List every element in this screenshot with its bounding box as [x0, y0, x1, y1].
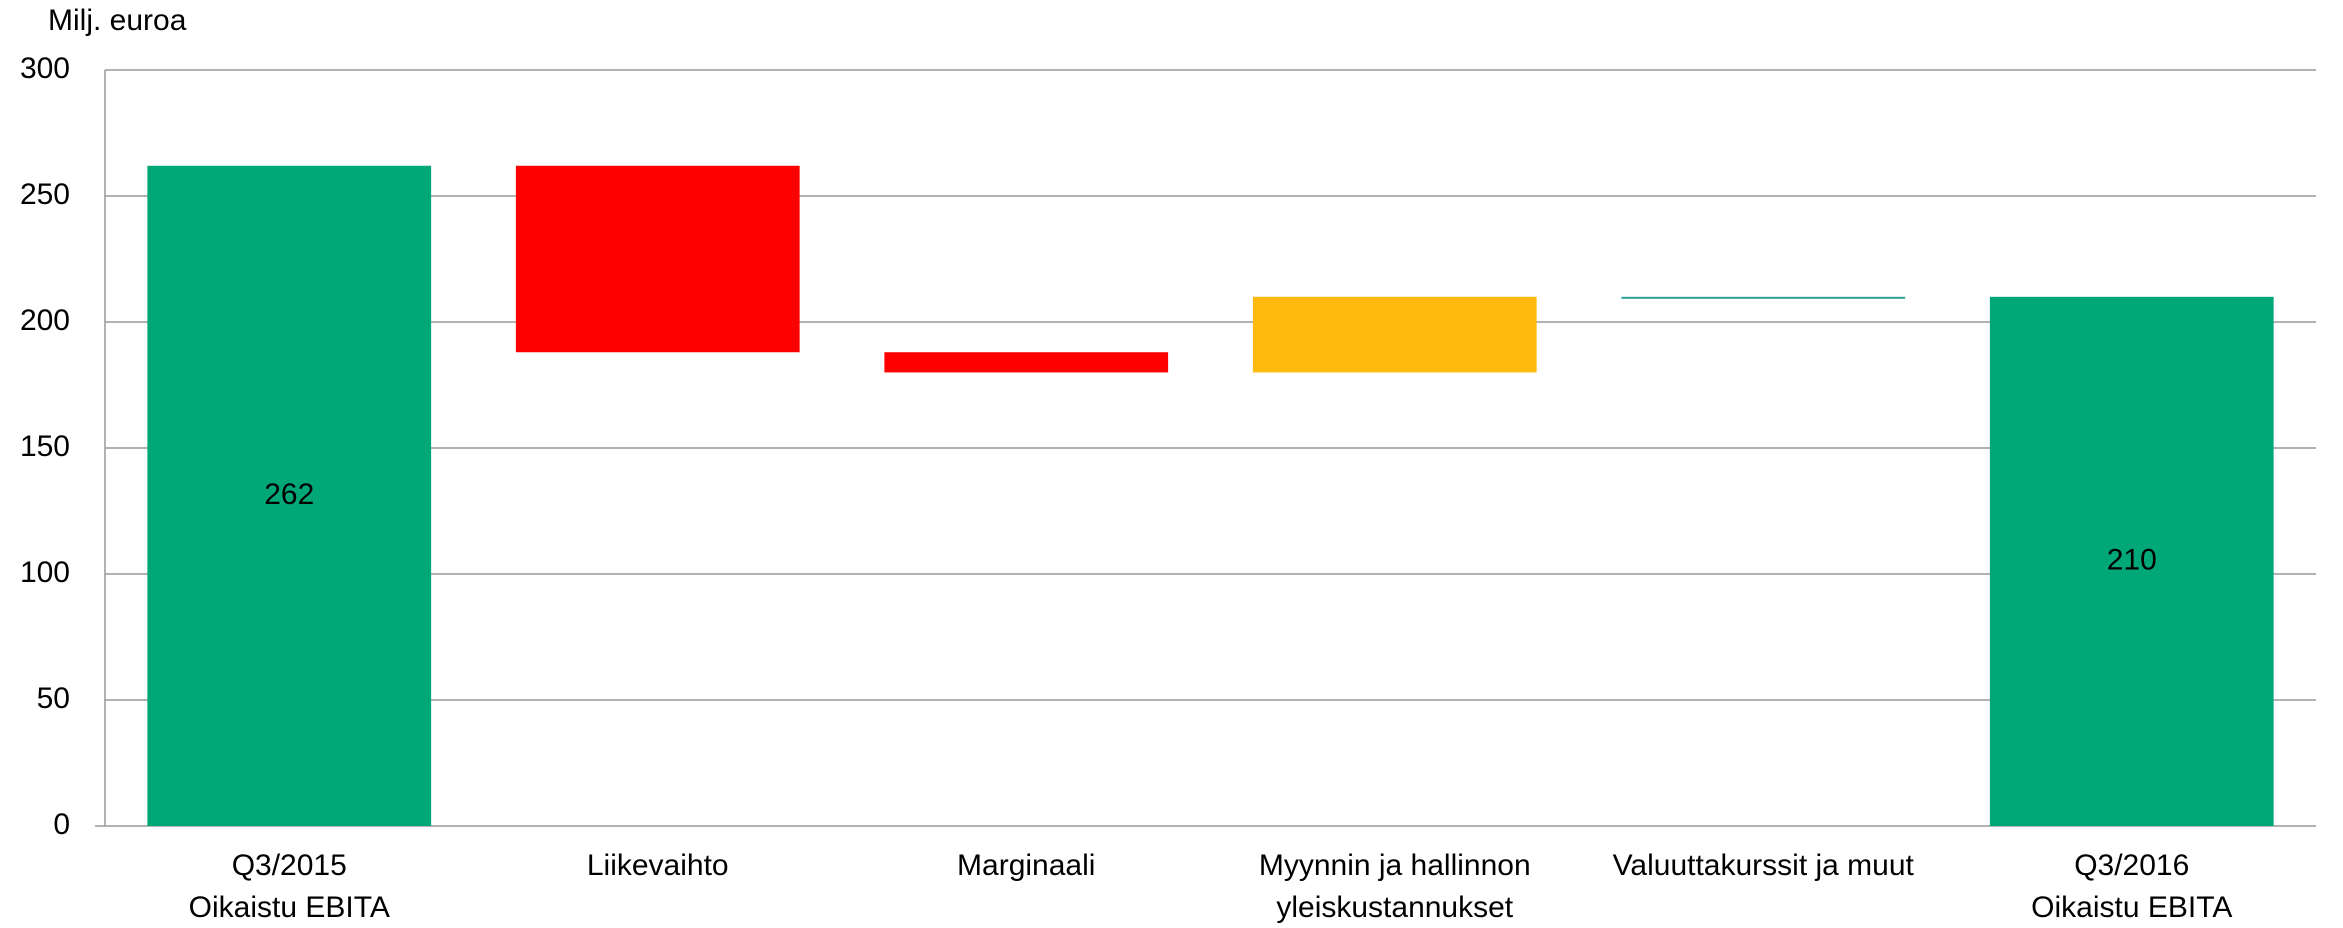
data-label: 262 [264, 478, 314, 511]
x-tick-label-line: Oikaistu EBITA [189, 891, 390, 924]
bar [1252, 296, 1537, 373]
y-tick-label: 50 [37, 682, 70, 715]
data-label: 210 [2107, 543, 2157, 576]
y-tick-label: 300 [20, 52, 70, 85]
y-tick-label: 0 [53, 808, 70, 841]
y-tick-label: 200 [20, 304, 70, 337]
x-tick-label-line: Valuuttakurssit ja muut [1613, 849, 1915, 882]
x-tick-label: Marginaali [957, 849, 1095, 882]
bar [1989, 296, 2274, 826]
x-tick-label-line: yleiskustannukset [1276, 891, 1513, 924]
bar [884, 352, 1169, 373]
x-tick-label-line: Oikaistu EBITA [2031, 891, 2232, 924]
x-tick-label: Liikevaihto [587, 849, 729, 882]
x-tick-label: Valuuttakurssit ja muut [1613, 849, 1915, 882]
y-tick-label: 250 [20, 178, 70, 211]
x-tick-label-line: Liikevaihto [587, 849, 729, 882]
x-tick-label-line: Myynnin ja hallinnon [1259, 849, 1531, 882]
bar [147, 165, 432, 826]
x-tick-label-line: Q3/2015 [232, 849, 347, 882]
bar [515, 165, 800, 353]
y-tick-label: 150 [20, 430, 70, 463]
x-tick-label-line: Marginaali [957, 849, 1095, 882]
y-tick-label: 100 [20, 556, 70, 589]
x-tick-label-line: Q3/2016 [2074, 849, 2189, 882]
x-tick-label: Myynnin ja hallinnon yleiskustannukset [1259, 849, 1531, 924]
x-tick-label: Q3/2016 Oikaistu EBITA [2031, 849, 2232, 924]
axis-unit-label: Milj. euroa [48, 4, 187, 37]
bar [1621, 296, 1906, 299]
x-tick-label: Q3/2015 Oikaistu EBITA [189, 849, 390, 924]
